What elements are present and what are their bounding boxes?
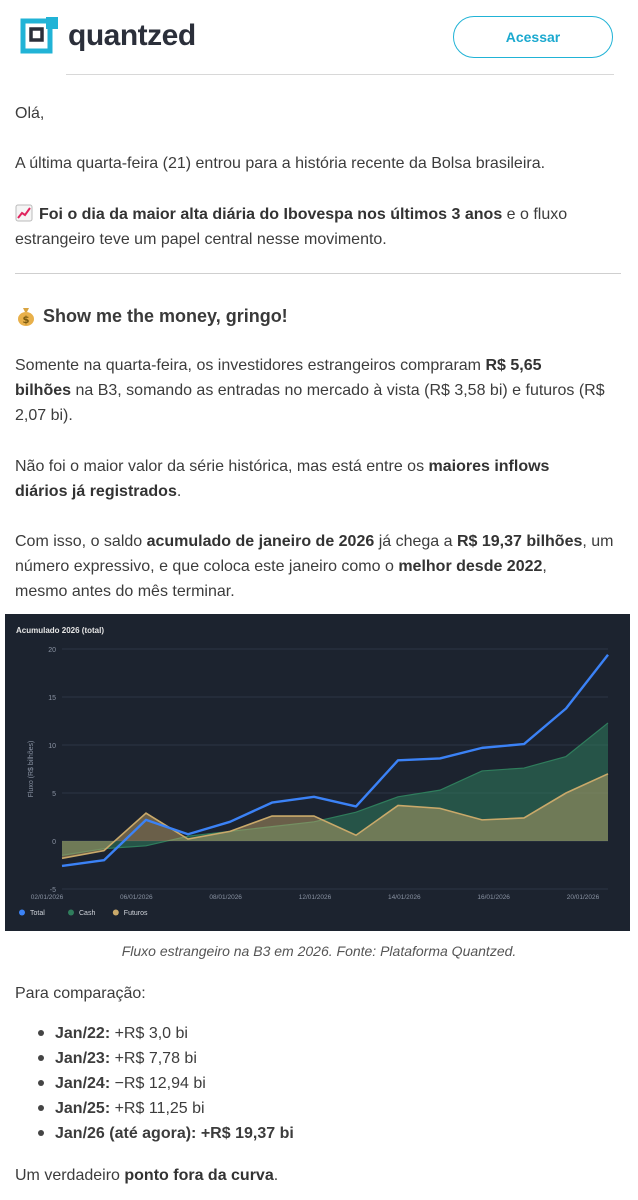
bold-text: acumulado de janeiro de 2026 — [146, 533, 375, 550]
bold-value: R$ 5,65 — [485, 357, 542, 374]
list-item: Jan/24: −R$ 12,94 bi — [38, 1071, 294, 1096]
y-tick-label: 5 — [52, 791, 56, 798]
y-tick-label: -5 — [50, 887, 56, 894]
y-axis-label: Fluxo (R$ bilhões) — [28, 741, 35, 798]
list-item-label: Jan/23: — [55, 1050, 111, 1067]
bold-text: ponto fora da curva — [124, 1167, 274, 1184]
series-line-cash — [61, 722, 609, 856]
money-bag-icon: $ — [18, 308, 34, 326]
highlight-bold: Foi o dia da maior alta diária do Iboves… — [39, 206, 503, 223]
list-item-value: +R$ 19,37 bi — [196, 1125, 294, 1142]
legend-label-total: Total — [30, 910, 45, 917]
legend-marker-cash — [68, 909, 74, 916]
legend-label-futuros: Futuros — [124, 910, 148, 917]
paragraph-accumulated: Com isso, o saldo acumulado de janeiro d… — [15, 529, 623, 604]
bold-text: melhor desde 2022 — [398, 558, 543, 575]
series-area-cash — [62, 722, 608, 856]
paragraph-record: Não foi o maior valor da série histórica… — [15, 454, 623, 504]
greeting: Olá, — [15, 105, 45, 122]
text: mesmo antes do mês terminar. — [15, 583, 235, 600]
text: Não foi o maior valor da série histórica… — [15, 458, 429, 475]
text: , — [542, 558, 547, 575]
comparison-list: Jan/22: +R$ 3,0 bi Jan/23: +R$ 7,78 bi J… — [38, 1021, 294, 1146]
y-tick-label: 15 — [48, 695, 56, 702]
bold-text: diários já registrados — [15, 483, 177, 500]
header-divider — [66, 74, 614, 75]
closing-line: Um verdadeiro ponto fora da curva. — [15, 1163, 623, 1188]
chart-increasing-icon — [15, 204, 33, 222]
legend-marker-futuros — [112, 909, 119, 916]
text: já chega a — [374, 533, 457, 550]
quantzed-logo[interactable]: quantzed — [20, 17, 196, 55]
text: . — [176, 483, 182, 500]
list-item-value: −R$ 12,94 bi — [110, 1075, 206, 1092]
text: Somente na quarta-feira, os investidores… — [15, 357, 486, 374]
acessar-button[interactable]: Acessar — [453, 16, 613, 58]
list-item-value: +R$ 11,25 bi — [110, 1100, 205, 1117]
section-divider — [15, 273, 621, 274]
x-tick-label: 20/01/2026 — [567, 894, 600, 901]
list-item: Jan/26 (até agora): +R$ 19,37 bi — [38, 1121, 294, 1146]
x-tick-label: 14/01/2026 — [388, 894, 421, 901]
list-item-value: +R$ 7,78 bi — [110, 1050, 197, 1067]
text: Um verdadeiro — [15, 1167, 125, 1184]
text: . — [273, 1167, 279, 1184]
paragraph-flows: Somente na quarta-feira, os investidores… — [15, 353, 623, 428]
list-item-label: Jan/26 (até agora): — [55, 1125, 197, 1142]
text: Com isso, o saldo — [15, 533, 147, 550]
list-item: Jan/25: +R$ 11,25 bi — [38, 1096, 294, 1121]
bold-value: bilhões — [15, 382, 72, 399]
paragraph-intro: A última quarta-feira (21) entrou para a… — [15, 155, 546, 172]
svg-text:$: $ — [23, 315, 30, 326]
text: 2,07 bi). — [15, 407, 73, 424]
paragraph-highlight: Foi o dia da maior alta diária do Iboves… — [15, 202, 623, 252]
text: na B3, somando as entradas no mercado à … — [71, 382, 605, 399]
y-tick-label: 20 — [48, 647, 56, 654]
brand-name: quantzed — [68, 19, 196, 52]
chart-svg: Acumulado 2026 (total) -5 0 5 10 15 20 Fluxo (R… — [16, 626, 609, 917]
y-tick-label: 10 — [48, 743, 56, 750]
text: , um — [582, 533, 614, 550]
chart-title: Acumulado 2026 (total) — [16, 626, 104, 635]
x-tick-label: 06/01/2026 — [120, 894, 153, 901]
section-title: $ Show me the money, gringo! — [15, 302, 288, 330]
bold-text: maiores inflows — [428, 458, 550, 475]
series-line-futuros — [61, 773, 609, 860]
y-tick-label: 0 — [52, 839, 56, 846]
chart-caption: Fluxo estrangeiro na B3 em 2026. Fonte: … — [121, 943, 517, 959]
list-item-value: +R$ 3,0 bi — [110, 1025, 188, 1042]
x-tick-label: 16/01/2026 — [477, 894, 510, 901]
list-item: Jan/22: +R$ 3,0 bi — [38, 1021, 294, 1046]
legend-marker-total — [19, 909, 25, 916]
bold-text: R$ 19,37 bilhões — [456, 533, 583, 550]
x-tick-label: 02/01/2026 — [31, 894, 64, 901]
list-item: Jan/23: +R$ 7,78 bi — [38, 1046, 294, 1071]
quantzed-logo-icon — [20, 17, 58, 54]
list-item-label: Jan/22: — [55, 1025, 111, 1042]
legend-label-cash: Cash — [79, 910, 95, 917]
highlight-rest: e o fluxo — [502, 206, 568, 223]
series-line-total — [61, 654, 609, 868]
x-tick-label: 12/01/2026 — [299, 894, 332, 901]
text: número expressivo, e que coloca este jan… — [15, 558, 399, 575]
list-item-label: Jan/24: — [55, 1075, 111, 1092]
highlight-rest-2: estrangeiro teve um papel central nesse … — [15, 231, 387, 248]
email-header: quantzed Acessar — [0, 0, 638, 74]
foreign-flow-chart: Acumulado 2026 (total) -5 0 5 10 15 20 Fluxo (R… — [5, 614, 630, 931]
x-tick-label: 08/01/2026 — [209, 894, 242, 901]
comparison-intro: Para comparação: — [15, 985, 146, 1002]
list-item-label: Jan/25: — [55, 1100, 111, 1117]
section-title-text: Show me the money, gringo! — [43, 306, 288, 326]
